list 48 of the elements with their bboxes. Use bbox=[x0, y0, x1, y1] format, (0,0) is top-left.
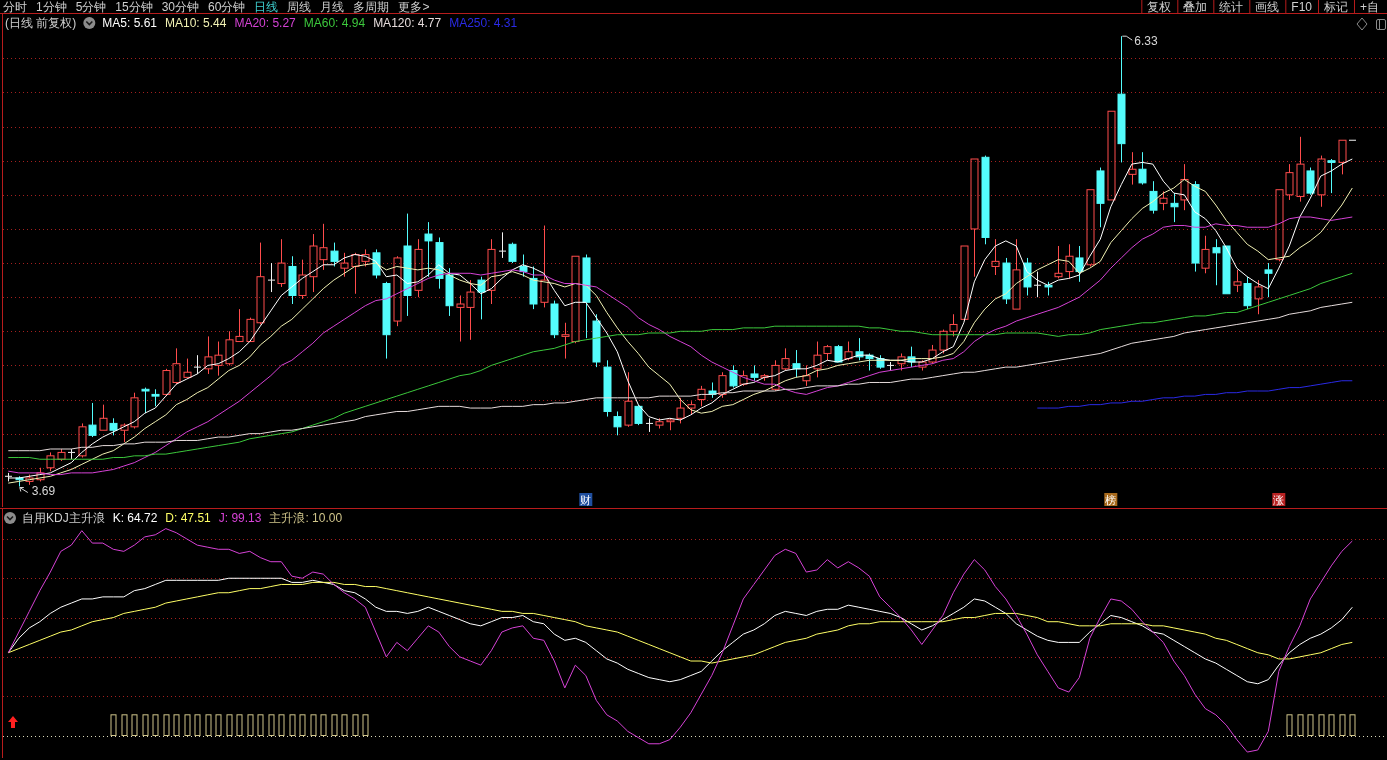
text: 分时 bbox=[3, 0, 27, 14]
candlestick bbox=[424, 221, 433, 278]
candlestick bbox=[277, 238, 286, 288]
text: 更多> bbox=[398, 0, 430, 14]
text: 叠加 bbox=[1183, 0, 1208, 14]
text: 15分钟 bbox=[115, 0, 153, 14]
text: MA120: 4.77 bbox=[373, 16, 442, 30]
text: 60分钟 bbox=[208, 0, 246, 14]
text: D: 47.51 bbox=[165, 511, 212, 525]
candlestick bbox=[1180, 163, 1189, 211]
text: 标记 bbox=[1322, 0, 1348, 14]
candlestick bbox=[46, 451, 55, 472]
annotation: 6.33 bbox=[1134, 34, 1158, 49]
text: 日线 bbox=[254, 0, 279, 14]
text: MA20: 5.27 bbox=[234, 16, 297, 30]
text: K: 64.72 bbox=[112, 511, 158, 525]
annotation: 3.69 bbox=[31, 483, 56, 498]
candlestick bbox=[267, 262, 276, 293]
text: 主升浪: 10.00 bbox=[269, 511, 343, 525]
candlestick bbox=[78, 422, 87, 459]
candlestick bbox=[802, 364, 811, 387]
candlestick bbox=[1170, 192, 1179, 223]
candlestick bbox=[487, 238, 496, 305]
text: 多周期 bbox=[353, 0, 390, 14]
text: MA10: 5.44 bbox=[165, 16, 227, 30]
text: 复权 bbox=[1147, 0, 1172, 14]
chart-title: (日线 前复权) bbox=[5, 16, 77, 30]
text: MA250: 4.31 bbox=[449, 16, 518, 30]
text: F10 bbox=[1291, 0, 1313, 14]
text: MA5: 5.61 bbox=[102, 16, 158, 30]
text: +自 bbox=[1359, 0, 1380, 14]
text: MA60: 4.94 bbox=[303, 16, 366, 30]
text: 1分钟 bbox=[36, 0, 67, 14]
chart-title: 自用KDJ主升浪 bbox=[22, 511, 105, 525]
text: 月线 bbox=[320, 0, 345, 14]
text: 5分钟 bbox=[75, 0, 107, 14]
text: 周线 bbox=[287, 0, 312, 14]
candlestick bbox=[403, 213, 412, 317]
candlestick bbox=[718, 371, 727, 399]
candlestick bbox=[1149, 180, 1158, 215]
text: 画线 bbox=[1255, 0, 1280, 14]
candlestick bbox=[151, 388, 160, 407]
series-label: J: 99.13 bbox=[218, 511, 262, 525]
text: 统计 bbox=[1219, 0, 1244, 14]
text: 30分钟 bbox=[161, 0, 200, 14]
candlestick bbox=[1117, 35, 1126, 163]
candlestick bbox=[298, 259, 307, 300]
candlestick bbox=[1296, 136, 1305, 203]
